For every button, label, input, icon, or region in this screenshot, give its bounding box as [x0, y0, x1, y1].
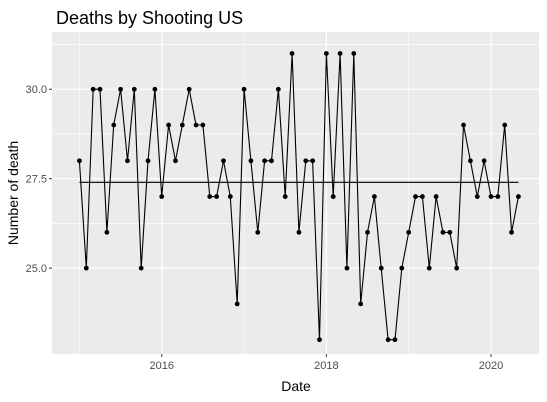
data-point — [275, 86, 281, 92]
data-point — [83, 265, 89, 271]
data-point — [214, 194, 220, 199]
x-tick-label: 2020 — [479, 360, 503, 372]
data-point — [337, 51, 343, 56]
data-point — [227, 194, 233, 199]
data-point — [131, 86, 137, 92]
data-point — [111, 122, 117, 128]
data-point — [303, 158, 309, 164]
data-point — [468, 158, 473, 164]
data-point — [406, 229, 412, 235]
data-point — [166, 122, 172, 128]
data-point — [330, 194, 336, 199]
data-point — [344, 265, 350, 271]
x-tick-label: 2018 — [314, 360, 338, 372]
data-point — [433, 194, 439, 199]
x-tick-label: 2016 — [150, 360, 174, 372]
data-point — [282, 194, 288, 199]
data-point — [516, 194, 521, 199]
data-point — [77, 158, 82, 164]
data-point — [385, 337, 391, 343]
data-point — [97, 86, 103, 92]
data-point — [502, 122, 508, 128]
data-point — [248, 158, 254, 164]
data-point — [447, 229, 453, 235]
data-point — [461, 122, 466, 128]
data-point — [118, 86, 123, 92]
data-point — [138, 265, 144, 271]
y-tick-label: 27.5 — [26, 174, 47, 186]
data-point — [234, 301, 240, 307]
y-tick-label: 30.0 — [26, 84, 47, 96]
x-axis-title: Date — [281, 378, 311, 394]
data-points — [77, 51, 521, 343]
data-point — [241, 86, 247, 92]
data-point — [125, 158, 130, 164]
data-point — [365, 229, 370, 235]
data-point — [173, 158, 178, 164]
y-axis-title: Number of death — [5, 141, 21, 245]
data-point — [179, 122, 185, 128]
data-point — [509, 229, 514, 235]
data-point — [323, 51, 329, 56]
data-point — [481, 158, 487, 164]
data-point — [440, 229, 446, 235]
data-point — [413, 194, 418, 199]
data-point — [104, 229, 110, 235]
data-point — [207, 194, 213, 199]
data-point — [392, 337, 398, 343]
data-point — [255, 229, 261, 235]
data-point — [495, 194, 501, 199]
data-point — [145, 158, 151, 164]
plot-panel — [52, 32, 539, 354]
data-point — [419, 194, 425, 199]
data-point — [488, 194, 494, 199]
grid-major — [52, 32, 539, 354]
data-point — [474, 194, 480, 199]
data-point — [200, 122, 206, 128]
data-point — [262, 158, 268, 164]
y-axis: 25.0 27.5 30.0 — [26, 84, 52, 275]
data-point — [454, 265, 460, 271]
data-point — [90, 86, 96, 92]
data-point — [351, 51, 357, 56]
data-point — [269, 158, 274, 164]
data-point — [296, 229, 302, 235]
data-point — [186, 86, 192, 92]
data-point — [193, 122, 199, 128]
data-point — [426, 265, 432, 271]
data-point — [399, 265, 405, 271]
data-point — [310, 158, 316, 164]
data-point — [159, 194, 165, 199]
grid-minor — [52, 32, 539, 354]
data-point — [358, 301, 364, 307]
chart-title: Deaths by Shooting US — [56, 8, 243, 28]
data-point — [371, 194, 377, 199]
data-point — [289, 51, 295, 56]
x-axis: 2016 2018 2020 — [150, 354, 503, 372]
data-point — [378, 265, 384, 271]
data-point — [152, 86, 158, 92]
y-tick-label: 25.0 — [26, 263, 47, 275]
data-point — [317, 337, 322, 343]
data-point — [221, 158, 226, 164]
